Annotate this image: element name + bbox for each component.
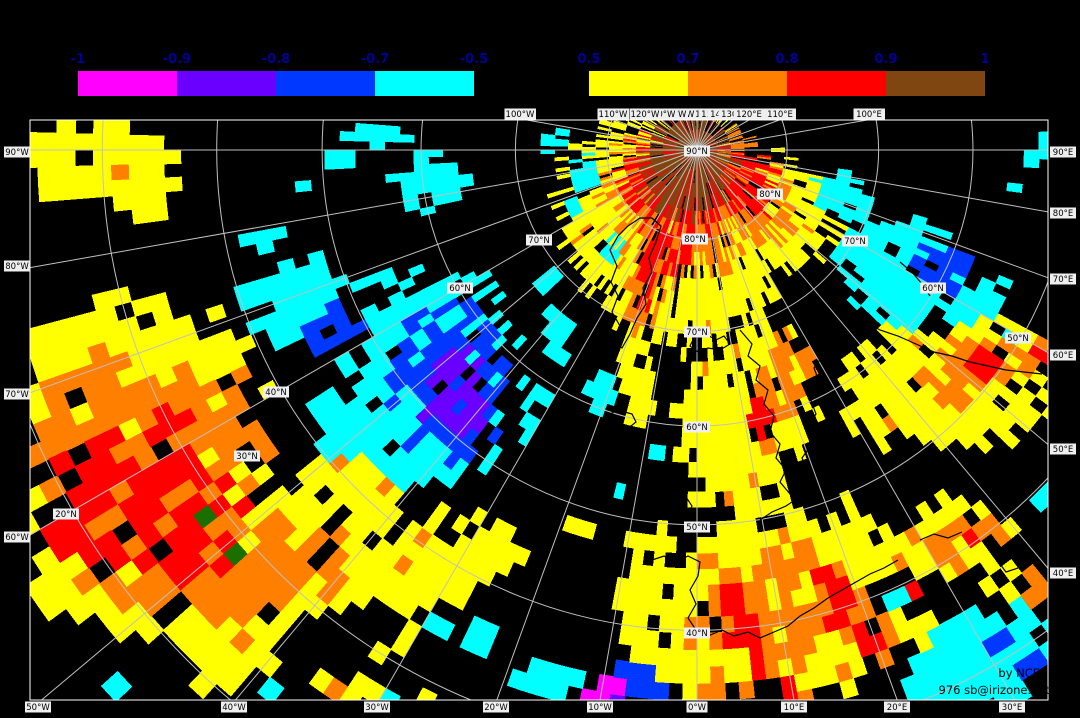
- correlation-field: [30, 120, 1048, 700]
- svg-text:0.9: 0.9: [874, 52, 897, 67]
- svg-text:90°W: 90°W: [5, 148, 29, 158]
- longitude-labels: 90°W 80°W 70°W 60°W 90°E 80°E 70°E 60°E 50°E 40°E…: [3, 108, 1077, 713]
- svg-text:60°N: 60°N: [922, 284, 943, 294]
- svg-text:70°N: 70°N: [686, 328, 707, 338]
- svg-text:60°W: 60°W: [5, 533, 29, 543]
- svg-text:-0.9: -0.9: [163, 52, 191, 67]
- svg-text:10°E: 10°E: [784, 703, 804, 713]
- svg-text:20°E: 20°E: [887, 703, 907, 713]
- svg-text:-0.8: -0.8: [262, 52, 290, 67]
- svg-text:40°W: 40°W: [222, 703, 246, 713]
- svg-text:20°W: 20°W: [484, 703, 508, 713]
- svg-text:0.8: 0.8: [775, 52, 798, 67]
- svg-text:50°W: 50°W: [26, 703, 50, 713]
- svg-text:40°N: 40°N: [686, 629, 707, 639]
- svg-text:130°W: 130°W: [647, 110, 676, 120]
- svg-text:90°N: 90°N: [686, 147, 707, 157]
- svg-text:-0.5: -0.5: [460, 52, 488, 67]
- colorbar-negative: -1 -0.9 -0.8 -0.7 -0.5: [71, 52, 488, 96]
- map-frame: [29, 119, 1049, 701]
- svg-text:40°E: 40°E: [1053, 569, 1073, 579]
- svg-text:50°E: 50°E: [1053, 445, 1073, 455]
- attribution-contact: 976 sb@irizone.net: [938, 683, 1050, 697]
- svg-text:30°N: 30°N: [236, 452, 257, 462]
- svg-text:1: 1: [980, 52, 989, 67]
- svg-text:10°W: 10°W: [588, 703, 612, 713]
- svg-text:30°E: 30°E: [1002, 703, 1022, 713]
- latitude-labels: 90°N 80°N 80°N 70°N 70°N 70°N 60°N 60°N 60°N 50°N…: [52, 145, 1032, 639]
- svg-text:100°E: 100°E: [856, 110, 882, 120]
- colorbar-positive: 0.5 0.7 0.8 0.9 1: [577, 52, 990, 96]
- svg-text:30°W: 30°W: [365, 703, 389, 713]
- svg-text:80°N: 80°N: [759, 190, 780, 200]
- svg-text:20°N: 20°N: [55, 510, 76, 520]
- svg-text:120°E: 120°E: [736, 110, 762, 120]
- svg-text:110°W: 110°W: [599, 110, 628, 120]
- coastlines: [603, 217, 1043, 639]
- svg-text:60°E: 60°E: [1053, 351, 1073, 361]
- svg-text:60°N: 60°N: [686, 423, 707, 433]
- svg-text:80°N: 80°N: [684, 235, 705, 245]
- svg-text:50°N: 50°N: [1007, 334, 1028, 344]
- svg-text:70°W: 70°W: [5, 390, 29, 400]
- svg-text:60°N: 60°N: [449, 284, 470, 294]
- svg-text:0.7: 0.7: [676, 52, 699, 67]
- svg-text:0.5: 0.5: [577, 52, 600, 67]
- svg-text:120°W: 120°W: [631, 110, 660, 120]
- attribution-source: by NCEP: [998, 666, 1047, 680]
- svg-text:-1: -1: [71, 52, 85, 67]
- svg-text:40°N: 40°N: [265, 388, 286, 398]
- svg-text:70°N: 70°N: [844, 237, 865, 247]
- svg-text:80°W: 80°W: [5, 262, 29, 272]
- svg-text:70°N: 70°N: [528, 236, 549, 246]
- svg-text:50°N: 50°N: [686, 523, 707, 533]
- svg-text:0°W: 0°W: [688, 703, 707, 713]
- svg-text:90°E: 90°E: [1053, 148, 1073, 158]
- svg-text:70°E: 70°E: [1053, 275, 1073, 285]
- svg-text:-0.7: -0.7: [361, 52, 389, 67]
- svg-text:80°E: 80°E: [1053, 209, 1073, 219]
- svg-text:110°E: 110°E: [767, 110, 793, 120]
- svg-text:100°W: 100°W: [506, 110, 535, 120]
